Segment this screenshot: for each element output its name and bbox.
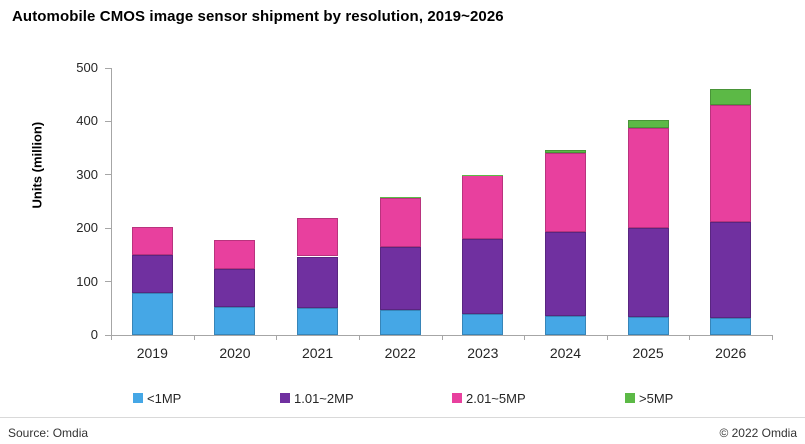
bar-segment-2023-1mp [462,313,504,335]
y-tick-mark [105,227,111,229]
bar-segment-2025-1012mp [627,228,669,318]
bar-segment-2024-5mp [544,149,586,153]
footer-divider [0,417,805,418]
bar-segment-2021-1012mp [297,256,339,309]
bar-segment-2022-5mp [379,197,421,198]
y-axis-title: Units (million) [29,121,45,209]
x-tick-label: 2021 [301,345,334,361]
x-tick-mark [276,336,278,340]
legend-label: 1.01~2MP [294,390,354,406]
y-tick-mark [105,281,111,283]
bar-segment-2019-2015mp [131,226,173,255]
y-tick-label: 0 [90,327,98,342]
legend-label: >5MP [639,390,674,406]
x-tick-mark [441,336,443,340]
bar-segment-2026-2015mp [710,104,752,222]
bar-segment-2022-1mp [379,309,421,335]
y-tick-mark [105,334,111,336]
legend-swatch [280,393,290,403]
legend-item-5mp: >5MP [625,390,673,406]
source-text: Source: Omdia [8,426,89,440]
bar-segment-2026-1012mp [710,221,752,319]
bar-segment-2024-1mp [544,315,586,335]
x-tick-mark [111,336,112,340]
bar-segment-2025-2015mp [627,128,669,229]
bar-segment-2024-2015mp [544,152,586,233]
x-tick-label: 2025 [632,345,664,361]
legend-swatch [625,393,635,403]
y-axis-line [111,68,112,335]
copyright-text: © 2022 Omdia [719,426,797,440]
legend-label: 2.01~5MP [466,390,526,406]
bar-segment-2025-1mp [627,317,669,335]
bar-segment-2020-1mp [214,306,256,335]
bar-segment-2020-1012mp [214,268,256,307]
chart-title: Automobile CMOS image sensor shipment by… [12,8,504,25]
x-tick-label: 2019 [136,345,168,361]
bar-segment-2020-2015mp [214,239,256,269]
y-tick-label: 400 [76,113,98,129]
y-tick-mark [105,174,111,176]
x-tick-mark [606,336,608,340]
legend-swatch [133,393,143,403]
x-tick-mark [524,336,526,340]
bar-segment-2022-1012mp [379,246,421,310]
bar-segment-2026-1mp [710,318,752,335]
x-tick-label: 2020 [219,345,251,361]
bar-segment-2023-5mp [462,174,504,176]
y-tick-label: 300 [76,166,98,182]
x-tick-mark [689,336,691,340]
bar-segment-2024-1012mp [544,232,586,316]
x-tick-mark [358,336,360,340]
legend-item-2015mp: 2.01~5MP [452,390,526,406]
x-axis-line [111,335,773,336]
bar-segment-2023-2015mp [462,175,504,239]
legend-swatch [452,393,462,403]
bar-segment-2019-1012mp [131,254,173,294]
y-tick-mark [105,120,111,122]
y-tick-label: 100 [76,273,98,289]
x-tick-label: 2022 [384,345,416,361]
bar-segment-2023-1012mp [462,238,504,314]
x-tick-mark [772,336,773,340]
bar-segment-2021-1mp [297,308,339,335]
y-tick-label: 500 [76,60,98,75]
legend-item-1mp: <1MP [133,390,181,406]
bar-segment-2026-5mp [710,89,752,105]
y-tick-mark [105,67,111,69]
legend-label: <1MP [147,390,182,406]
bar-segment-2019-1mp [131,293,173,335]
y-tick-label: 200 [76,220,98,236]
x-tick-label: 2024 [549,345,582,361]
bar-segment-2021-2015mp [297,217,339,257]
x-tick-mark [193,336,195,340]
x-tick-label: 2023 [467,345,499,361]
bar-segment-2022-2015mp [379,197,421,247]
legend-item-1012mp: 1.01~2MP [280,390,354,406]
bar-segment-2025-5mp [627,119,669,129]
x-tick-label: 2026 [715,345,747,361]
